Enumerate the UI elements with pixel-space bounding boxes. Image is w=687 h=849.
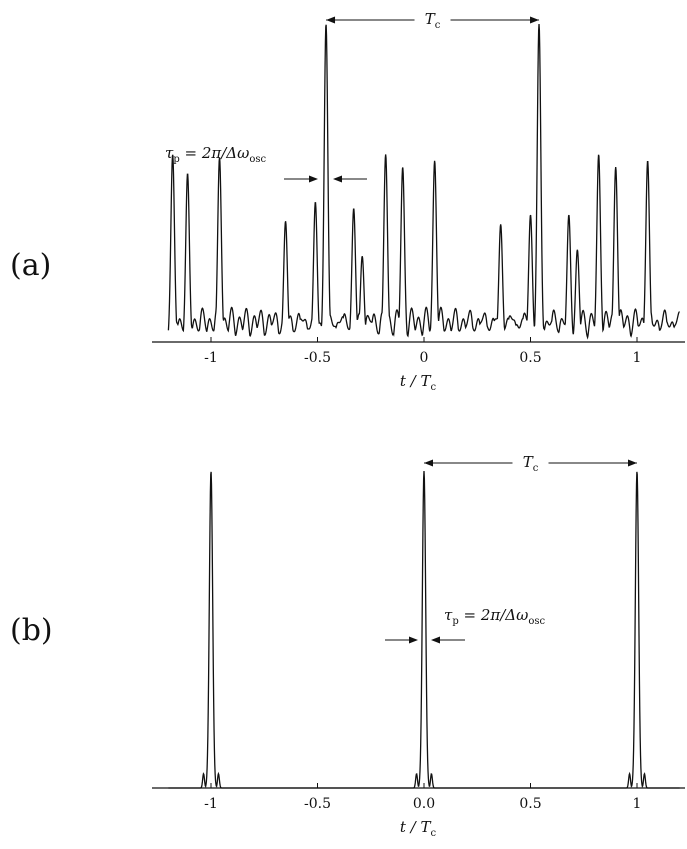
panel-a-period-label-bg — [414, 10, 451, 30]
panel-b-width-arrowhead-right — [431, 636, 440, 644]
panel-a: (a) -1 -0.5 0 0.5 1 Tc τp = 2π/Δωosc t / Tc — [10, 10, 685, 393]
panel-b-width-annotation: τp = 2π/Δωosc — [385, 606, 545, 644]
panel-a-xlabel: t / Tc — [400, 372, 437, 393]
panel-a-period-arrowhead-right — [530, 16, 540, 24]
panel-b-period-annotation: Tc — [424, 453, 637, 474]
panel-b-label: (b) — [10, 613, 53, 648]
panel-b-xtick-label-1: -0.5 — [304, 796, 331, 812]
panel-a-period-annotation: Tc — [326, 10, 540, 31]
panel-b-width-arrowhead-left — [409, 636, 418, 644]
panel-b-xtick-label-3: 0.5 — [519, 796, 541, 812]
panel-b-period-arrowhead-left — [424, 459, 433, 467]
panel-b-period-label-bg — [512, 453, 549, 473]
panel-a-xtick-label-4: 1 — [633, 350, 642, 366]
panel-b: (b) -1 -0.5 0.0 0.5 1 Tc τp = 2π/Δωosc t / T… — [10, 453, 685, 839]
panel-a-xtick-label-2: 0 — [420, 350, 429, 366]
panel-a-width-arrowhead-right — [333, 175, 342, 183]
panel-b-xtick-label-2: 0.0 — [413, 796, 435, 812]
panel-b-xtick-label-4: 1 — [633, 796, 642, 812]
panel-b-period-label: Tc — [523, 453, 539, 474]
panel-a-width-label: τp = 2π/Δωosc — [165, 144, 266, 165]
panel-a-series-line — [167, 23, 680, 340]
panel-b-width-label: τp = 2π/Δωosc — [444, 606, 545, 627]
panel-a-width-annotation: τp = 2π/Δωosc — [165, 144, 367, 183]
panel-a-xticks: -1 -0.5 0 0.5 1 — [204, 337, 641, 366]
panel-a-xtick-label-3: 0.5 — [519, 350, 541, 366]
panel-a-xtick-label-1: -0.5 — [304, 350, 331, 366]
panel-a-period-arrowhead-left — [326, 16, 336, 24]
panel-a-xtick-label-0: -1 — [204, 350, 218, 366]
panel-a-period-label: Tc — [425, 10, 441, 31]
panel-b-period-arrowhead-right — [628, 459, 637, 467]
panel-a-label: (a) — [10, 248, 51, 283]
panel-b-series-line — [168, 470, 680, 789]
panel-b-xticks: -1 -0.5 0.0 0.5 1 — [204, 783, 641, 812]
panel-a-width-arrowhead-left — [309, 175, 318, 183]
panel-b-xtick-label-0: -1 — [204, 796, 218, 812]
panel-b-xlabel: t / Tc — [400, 818, 437, 839]
